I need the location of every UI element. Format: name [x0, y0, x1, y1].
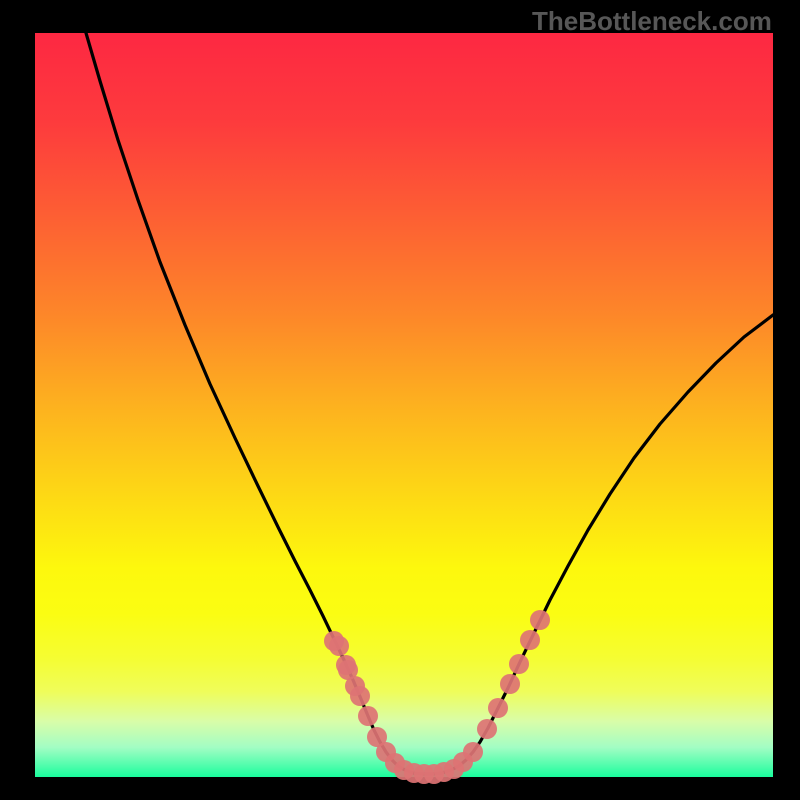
watermark-text: TheBottleneck.com	[532, 6, 772, 37]
container: TheBottleneck.com	[0, 0, 800, 800]
plot-area	[35, 33, 773, 777]
